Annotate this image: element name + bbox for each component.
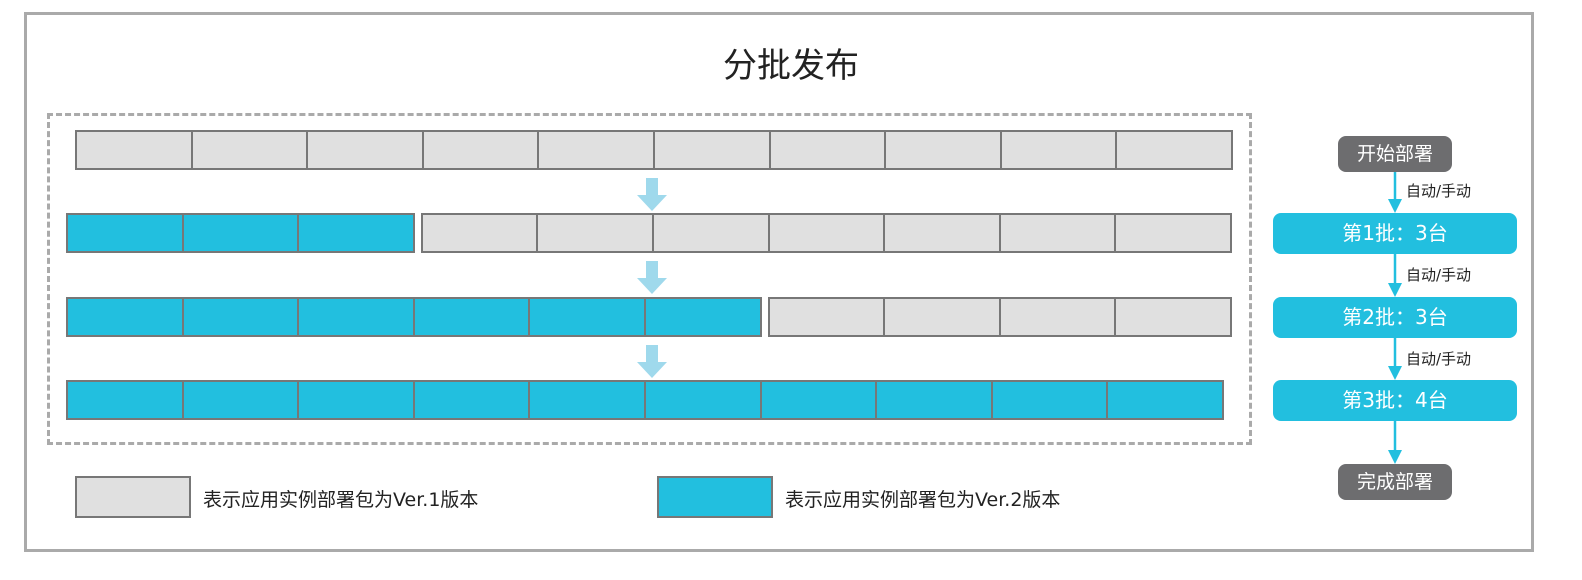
instance-cell-old: [1114, 213, 1232, 253]
instance-cell-old: [652, 213, 770, 253]
instance-cell-old: [883, 213, 1001, 253]
instance-cell-old: [768, 130, 887, 170]
diagram-frame: [24, 12, 1534, 552]
flow-transition-label: 自动/手动: [1406, 266, 1472, 284]
instance-cell-new: [644, 297, 762, 337]
flow-end: 完成部署: [1338, 464, 1452, 500]
down-arrow-icon: [637, 178, 667, 211]
instance-cell-old: [883, 297, 1001, 337]
flow-arrow-icon: [1388, 254, 1402, 297]
instance-cell-old: [998, 213, 1117, 253]
instance-cell-old: [537, 130, 655, 170]
batch-rows-container: [47, 113, 1252, 445]
instance-cell-old: [767, 297, 886, 337]
instance-cell-old: [536, 213, 654, 253]
flow-transition-label: 自动/手动: [1406, 350, 1472, 368]
flow-arrow-icon: [1388, 172, 1402, 213]
instance-cell-new: [412, 380, 531, 420]
diagram-title: 分批发布: [723, 46, 859, 86]
legend-old-swatch: [75, 476, 191, 518]
instance-cell-old: [421, 130, 540, 170]
instance-cell-old: [884, 130, 1002, 170]
legend-new-label: 表示应用实例部署包为Ver.2版本: [785, 489, 1061, 511]
instance-cell-old: [1114, 297, 1232, 337]
flow-arrow-icon: [1388, 338, 1402, 380]
instance-cell-new: [297, 297, 415, 337]
instance-cell-new: [1106, 380, 1224, 420]
instance-cell-new: [66, 213, 184, 253]
flow-batch-2: 第2批：3台: [1273, 297, 1517, 338]
flow-transition-label: 自动/手动: [1406, 182, 1472, 200]
instance-cell-old: [190, 130, 309, 170]
instance-cell-new: [181, 213, 300, 253]
instance-cell-new: [297, 213, 415, 253]
instance-cell-new: [644, 380, 762, 420]
down-arrow-icon: [637, 345, 667, 378]
instance-cell-new: [181, 297, 300, 337]
instance-cell-new: [66, 380, 184, 420]
legend-new-swatch: [657, 476, 773, 518]
instance-cell-new: [759, 380, 878, 420]
instance-cell-old: [767, 213, 886, 253]
instance-cell-new: [528, 297, 646, 337]
instance-cell-old: [420, 213, 539, 253]
down-arrow-icon: [637, 261, 667, 294]
instance-cell-new: [181, 380, 300, 420]
instance-cell-new: [66, 297, 184, 337]
flow-arrow-icon: [1388, 421, 1402, 464]
instance-cell-new: [528, 380, 646, 420]
instance-cell-old: [306, 130, 424, 170]
instance-cell-old: [998, 297, 1117, 337]
flow-batch-3: 第3批：4台: [1273, 380, 1517, 421]
instance-cell-new: [875, 380, 993, 420]
instance-cell-new: [412, 297, 531, 337]
instance-cell-old: [999, 130, 1118, 170]
instance-cell-new: [297, 380, 415, 420]
instance-cell-old: [1115, 130, 1233, 170]
instance-cell-new: [990, 380, 1109, 420]
flow-batch-1: 第1批：3台: [1273, 213, 1517, 254]
flow-start: 开始部署: [1338, 136, 1452, 172]
instance-cell-old: [75, 130, 193, 170]
instance-cell-old: [653, 130, 771, 170]
legend-old-label: 表示应用实例部署包为Ver.1版本: [203, 489, 479, 511]
